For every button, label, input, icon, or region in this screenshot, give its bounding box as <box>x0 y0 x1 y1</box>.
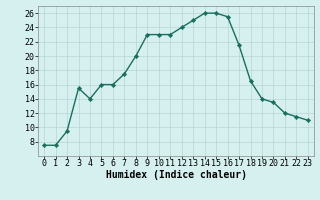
X-axis label: Humidex (Indice chaleur): Humidex (Indice chaleur) <box>106 170 246 180</box>
